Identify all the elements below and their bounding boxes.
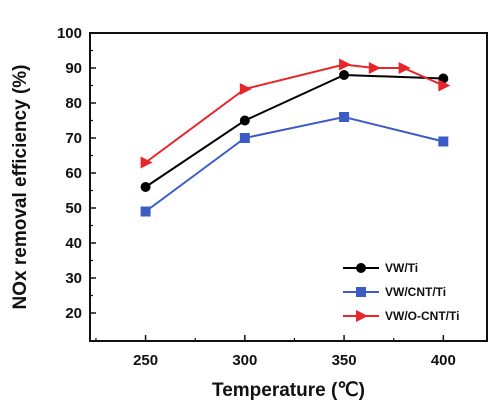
x-tick-label: 250: [133, 352, 158, 369]
y-tick-label: 70: [65, 130, 82, 147]
y-tick-label: 20: [65, 305, 82, 322]
legend-label: VW/Ti: [385, 261, 418, 275]
legend-item: VW/O-CNT/Ti: [343, 309, 459, 323]
data-point: [239, 133, 250, 143]
legend-marker: [356, 310, 368, 322]
data-point: [368, 62, 381, 74]
plot-frame: [89, 32, 488, 342]
data-point: [398, 62, 411, 74]
data-point: [339, 112, 350, 122]
legend-item: VW/Ti: [343, 261, 418, 275]
data-point: [140, 206, 151, 217]
legend: VW/Ti VW/CNT/Ti VW/O-CNT/Ti: [343, 261, 459, 323]
series-0: [140, 70, 449, 192]
y-axis-title: NOx removal efficiency (%): [10, 65, 31, 310]
x-tick-label: 300: [232, 352, 257, 369]
legend-marker: [356, 263, 366, 273]
x-axis: 250 300 350 400: [95, 335, 456, 369]
legend-marker: [356, 287, 366, 297]
series-layer: [140, 58, 451, 217]
x-tick-label: 400: [431, 352, 456, 369]
series-line: [144, 63, 444, 164]
legend-label: VW/O-CNT/Ti: [385, 309, 459, 323]
y-axis: 20 30 40 50 60 70 80 90 100: [57, 25, 96, 322]
legend-item: VW/CNT/Ti: [343, 285, 446, 299]
x-axis-title: Temperature (℃): [212, 380, 365, 401]
plot-border: [89, 32, 488, 342]
data-point: [339, 58, 352, 71]
data-point: [438, 136, 449, 147]
x-tick-label: 350: [332, 352, 357, 369]
series-2: [140, 58, 451, 169]
y-tick-label: 30: [65, 270, 82, 287]
data-point: [140, 182, 151, 192]
y-tick-label: 90: [65, 60, 82, 77]
y-tick-label: 50: [65, 200, 82, 217]
series-line: [145, 73, 444, 188]
data-point: [239, 115, 250, 126]
y-tick-label: 40: [65, 235, 82, 252]
data-point: [339, 70, 350, 80]
data-point: [438, 79, 451, 92]
legend-label: VW/CNT/Ti: [385, 285, 446, 299]
series-line: [144, 115, 444, 213]
y-tick-label: 100: [57, 25, 82, 42]
y-tick-label: 60: [65, 165, 82, 182]
y-tick-label: 80: [65, 95, 82, 112]
data-point: [140, 156, 153, 169]
series-1: [140, 112, 449, 217]
data-point: [239, 83, 252, 95]
